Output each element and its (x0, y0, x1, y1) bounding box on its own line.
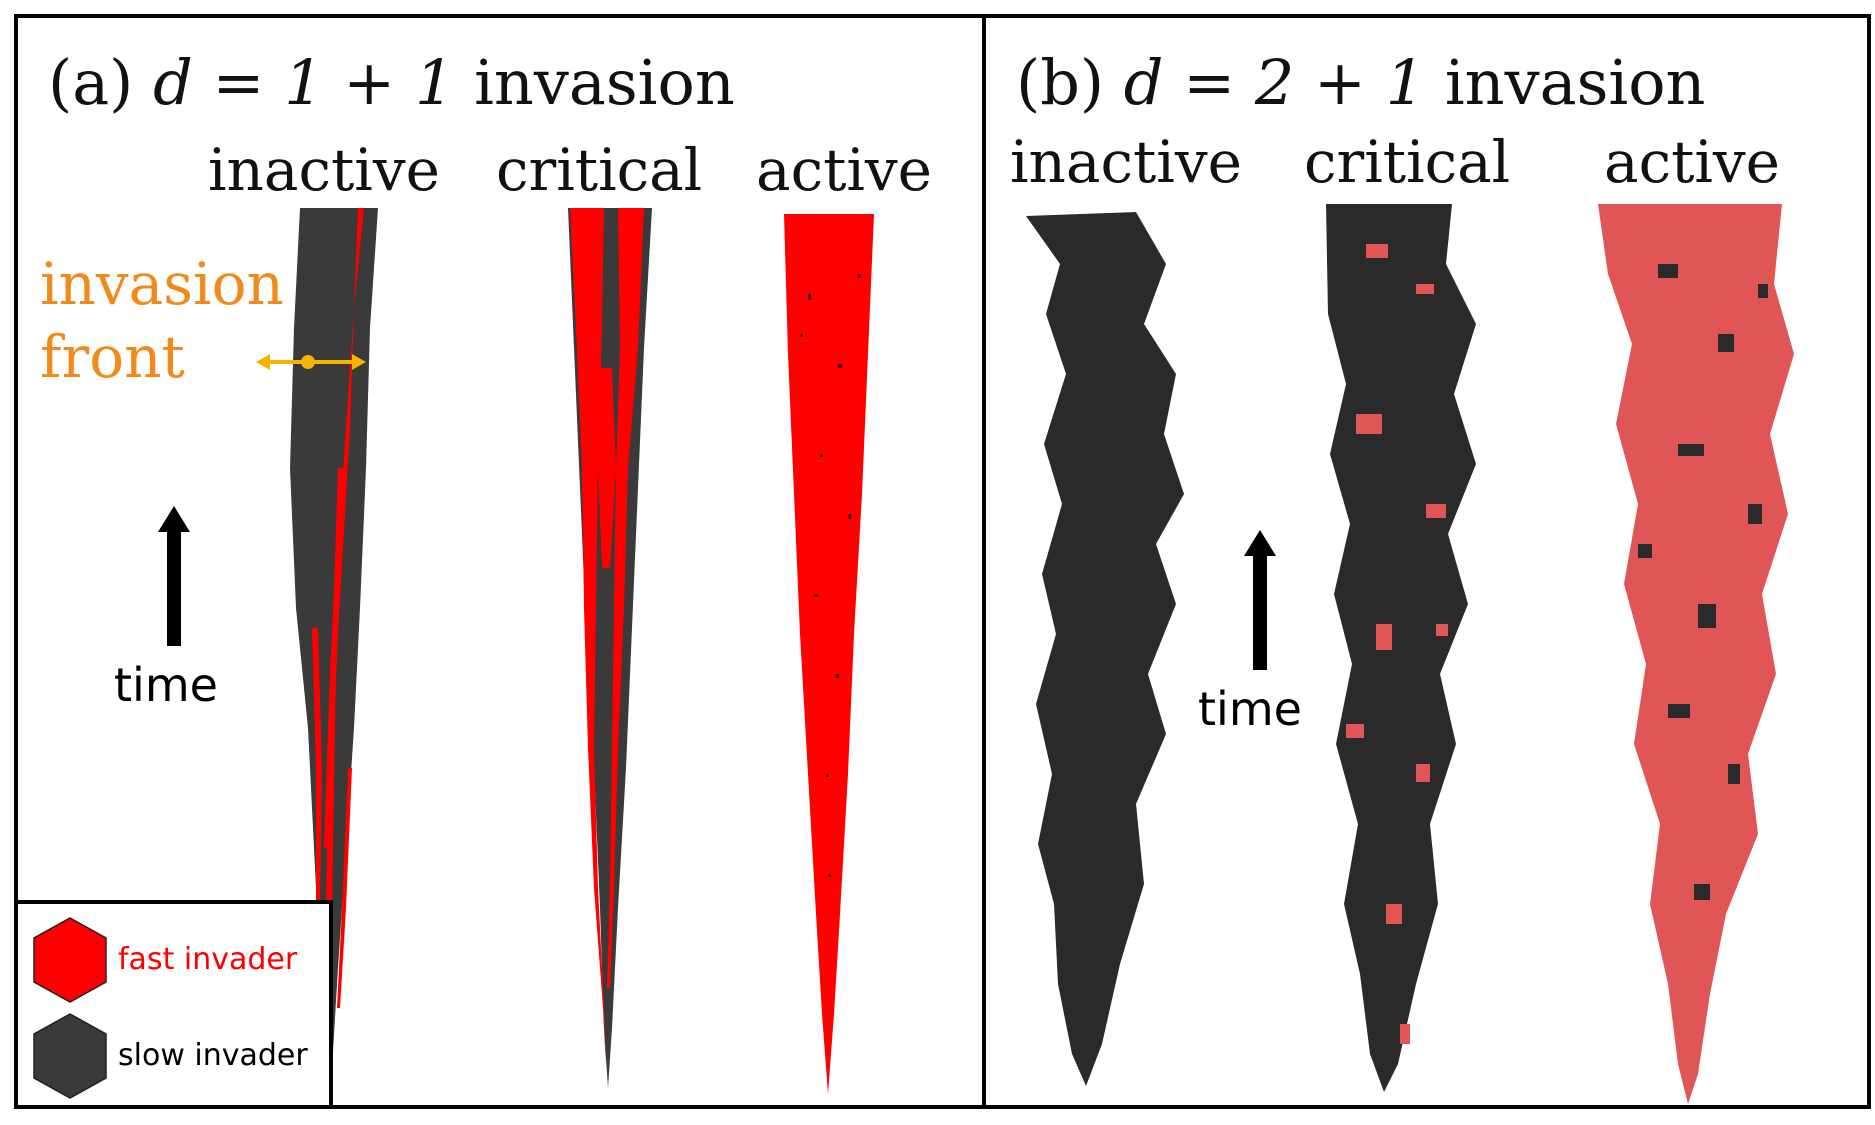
panel-b-critical-cluster (1326, 204, 1476, 1092)
fast-invader-hexagon-icon (33, 917, 107, 1003)
panel-a-critical-cluster (568, 208, 652, 1088)
panel-a-time-label: time (114, 658, 218, 712)
panel-a-active-cluster (784, 214, 874, 1094)
panel-b-title: (b) d = 2 + 1 invasion (1016, 46, 1705, 119)
slow-invader-hexagon-icon (33, 1013, 107, 1099)
panel-b-title-suffix: invasion (1444, 46, 1706, 119)
panel-b-time-arrow-icon (1244, 530, 1276, 670)
panel-b-inactive-cluster (1026, 212, 1184, 1086)
panel-b-2d-invasion: (b) d = 2 + 1 invasion inactive critical… (982, 14, 1871, 1109)
legend-slow-label: slow invader (118, 1038, 308, 1073)
invasion-front-line1: invasion (40, 250, 284, 318)
panel-b-time-label: time (1198, 682, 1302, 736)
panel-a-label-critical: critical (496, 136, 703, 204)
panel-a-label-inactive: inactive (208, 136, 440, 204)
panel-a-title-suffix: invasion (474, 46, 735, 119)
panel-a-title: (a) d = 1 + 1 invasion (48, 46, 735, 119)
legend-fast-label: fast invader (118, 942, 298, 977)
panel-a-label-active: active (756, 136, 933, 204)
front-double-arrow-icon (256, 354, 366, 370)
panel-a-inactive-cluster (290, 208, 378, 1098)
panel-a-title-math: d = 1 + 1 (153, 46, 455, 119)
panel-a-time-arrow-icon (158, 506, 190, 646)
panel-a-1d-invasion: (a) d = 1 + 1 invasion inactive critical… (14, 14, 986, 1109)
legend: fast invader slow invader (18, 900, 333, 1105)
panel-b-label-active: active (1604, 128, 1781, 196)
panel-b-active-cluster (1598, 204, 1794, 1104)
panel-b-title-prefix: (b) (1016, 46, 1105, 119)
invasion-front-label: invasion front (40, 248, 284, 393)
panel-b-label-inactive: inactive (1010, 128, 1242, 196)
invasion-front-line2: front (40, 322, 185, 391)
panel-b-label-critical: critical (1304, 128, 1511, 196)
panel-a-title-prefix: (a) (48, 46, 134, 119)
panel-b-title-math: d = 2 + 1 (1123, 46, 1426, 119)
